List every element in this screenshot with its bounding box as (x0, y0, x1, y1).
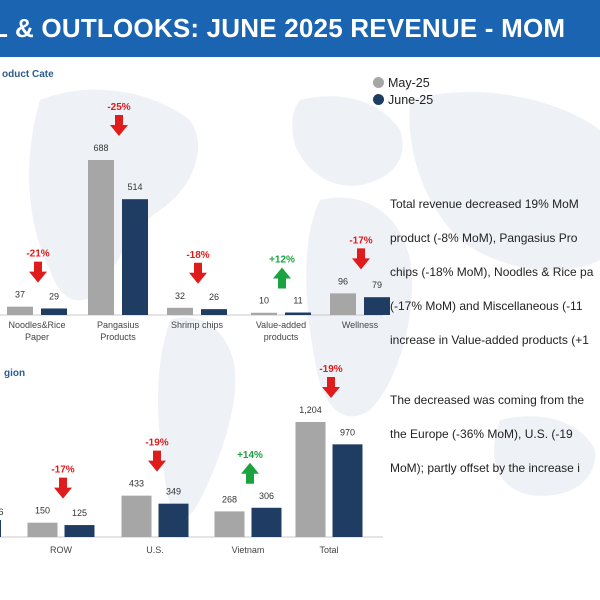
page-title: L & OUTLOOKS: JUNE 2025 REVENUE - MOM (0, 13, 566, 43)
data-label: 1,204 (299, 405, 322, 415)
tick-label: Vietnam (232, 545, 265, 555)
down-arrow-icon (54, 477, 72, 499)
bar-june-25 (158, 503, 189, 537)
legend-item-june: June-25 (373, 91, 433, 108)
change-label: -17% (51, 465, 74, 476)
data-label: 96 (338, 276, 348, 286)
world-map-background (29, 89, 600, 518)
data-label: 125 (72, 508, 87, 518)
down-arrow-icon (322, 377, 340, 398)
bar-may-25 (167, 307, 193, 315)
legend-label-may: May-25 (388, 75, 430, 90)
data-label: 26 (209, 292, 219, 302)
commentary-line: (-17% MoM) and Miscellaneous (-11 (390, 299, 583, 313)
bar-june-25 (332, 444, 363, 537)
data-label: 349 (166, 487, 181, 497)
bar-partial (0, 520, 1, 537)
up-arrow-icon (241, 462, 259, 484)
bar-june-25 (122, 199, 148, 315)
bar-june-25 (64, 525, 95, 537)
change-label: -18% (186, 250, 209, 261)
tick-label: Noodles&Rice (8, 320, 65, 330)
legend-swatch-june (373, 94, 384, 105)
product-category-section-label: oduct Cate (2, 69, 54, 80)
change-label: -19% (145, 438, 168, 449)
data-label: 11 (293, 296, 302, 306)
bar-may-25 (88, 160, 114, 315)
commentary-line: The decreased was coming from the (390, 393, 585, 407)
change-label: +12% (269, 255, 295, 266)
tick-label: ROW (50, 545, 73, 555)
bar-may-25 (295, 422, 326, 537)
change-label: -17% (349, 235, 372, 246)
tick-label: Products (100, 332, 136, 342)
title-banner: L & OUTLOOKS: JUNE 2025 REVENUE - MOM (0, 0, 600, 57)
bar-may-25 (251, 312, 277, 315)
change-label: -25% (107, 102, 130, 113)
data-label: 514 (127, 182, 142, 192)
tick-label: U.S. (146, 545, 164, 555)
commentary-line: increase in Value-added products (+1 (390, 333, 589, 347)
tick-label: Shrimp chips (171, 320, 224, 330)
data-label: 6 (0, 507, 4, 517)
bar-may-25 (7, 306, 33, 315)
change-label: -19% (319, 364, 342, 375)
bar-june-25 (201, 309, 227, 315)
data-label: 150 (35, 506, 50, 516)
commentary-line: the Europe (-36% MoM), U.S. (-19 (390, 427, 573, 441)
tick-label: Paper (25, 332, 49, 342)
chart-legend: May-25 June-25 (373, 74, 433, 108)
tick-label: Total (319, 545, 338, 555)
data-label: 433 (129, 479, 144, 489)
commentary-line: chips (-18% MoM), Noodles & Rice pa (390, 265, 594, 279)
legend-item-may: May-25 (373, 74, 433, 91)
bar-june-25 (364, 297, 390, 315)
data-label: 32 (175, 291, 185, 301)
commentary-paragraph-2: The decreased was coming from the the Eu… (390, 393, 600, 495)
bar-june-25 (285, 312, 311, 315)
data-label: 79 (372, 280, 382, 290)
commentary-paragraph-1: Total revenue decreased 19% MoM product … (390, 197, 600, 367)
data-label: 970 (340, 427, 355, 437)
bar-june-25 (41, 308, 67, 315)
data-label: 688 (93, 143, 108, 153)
down-arrow-icon (148, 450, 166, 472)
down-arrow-icon (29, 261, 47, 283)
commentary-line: MoM); partly offset by the increase i (390, 461, 580, 475)
bar-may-25 (330, 293, 356, 315)
tick-label: Wellness (342, 320, 379, 330)
data-label: 37 (15, 290, 25, 300)
commentary-line: Total revenue decreased 19% MoM (390, 197, 579, 211)
up-arrow-icon (273, 267, 291, 289)
tick-label: products (264, 332, 299, 342)
region-section-label: gion (4, 368, 26, 379)
change-label: +14% (237, 450, 263, 461)
data-label: 29 (49, 291, 59, 301)
data-label: 268 (222, 494, 237, 504)
data-label: 306 (259, 491, 274, 501)
commentary-line: product (-8% MoM), Pangasius Pro (390, 231, 578, 245)
tick-label: Pangasius (97, 320, 140, 330)
bar-june-25 (251, 507, 282, 537)
down-arrow-icon (352, 248, 370, 270)
tick-label: Value-added (256, 320, 306, 330)
bar-may-25 (121, 495, 152, 537)
bar-may-25 (214, 511, 245, 537)
legend-swatch-may (373, 77, 384, 88)
down-arrow-icon (110, 115, 128, 136)
bar-may-25 (27, 522, 58, 537)
change-label: -21% (26, 249, 49, 260)
legend-label-june: June-25 (388, 92, 434, 107)
data-label: 10 (259, 296, 269, 306)
down-arrow-icon (189, 262, 207, 284)
